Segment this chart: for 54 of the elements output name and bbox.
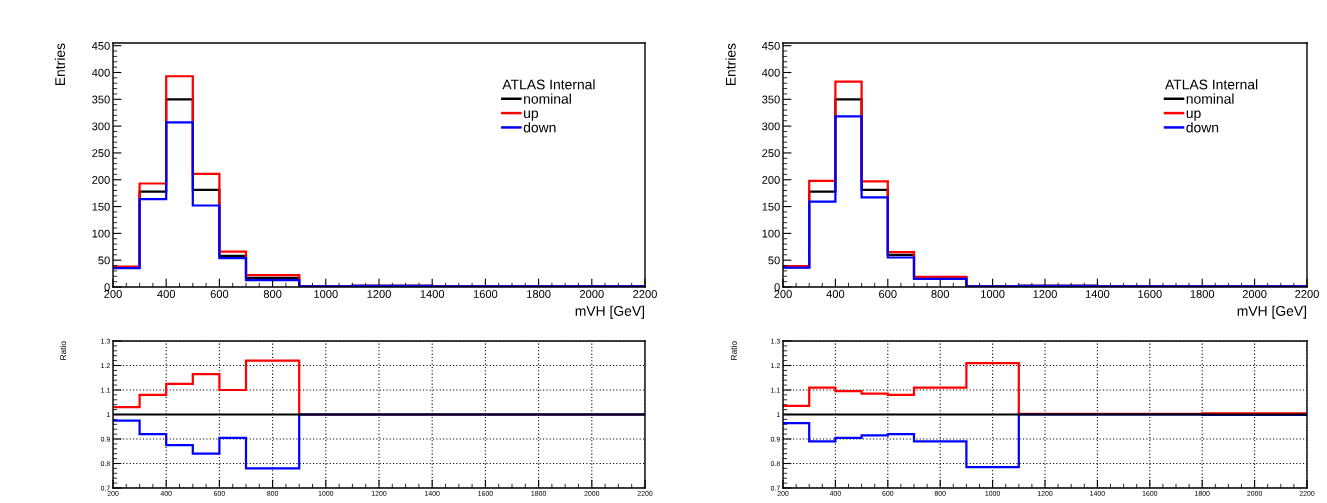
x-tick-label: 1200 bbox=[367, 290, 391, 298]
y-tick-label: 400 bbox=[761, 68, 780, 77]
x-tick-label: 1000 bbox=[981, 290, 1005, 298]
legend-label: down bbox=[523, 122, 556, 133]
x-axis-title: mVH [GeV] bbox=[575, 305, 645, 319]
y-tick-label: 450 bbox=[761, 41, 780, 50]
y-tick-label: 50 bbox=[98, 256, 110, 265]
x-tick-label: 1200 bbox=[1033, 290, 1057, 298]
y-tick-label: 300 bbox=[762, 122, 780, 131]
legend-label: up bbox=[1186, 110, 1201, 121]
x-tick-label: 800 bbox=[263, 290, 282, 298]
legend-title: ATLAS Internal bbox=[1165, 79, 1258, 90]
x-tick-label: 1800 bbox=[1190, 290, 1215, 298]
x-axis-title: mVH [GeV] bbox=[1237, 305, 1307, 319]
x-tick-label: 1000 bbox=[314, 290, 338, 298]
y-tick-label: 250 bbox=[92, 149, 110, 158]
x-tick-label: 2000 bbox=[1242, 290, 1267, 298]
y-tick-label: 450 bbox=[91, 41, 110, 50]
y-tick-label: 200 bbox=[762, 176, 780, 184]
legend-label: up bbox=[524, 110, 539, 121]
y-tick-label: 350 bbox=[762, 95, 780, 104]
x-tick-label: 1400 bbox=[1085, 290, 1110, 298]
legend-label: nominal bbox=[1186, 93, 1234, 104]
y-axis-title: Ratio bbox=[60, 341, 67, 360]
x-tick-label: 400 bbox=[826, 290, 845, 298]
x-tick-label: 1600 bbox=[473, 290, 498, 298]
legend-title: ATLAS Internal bbox=[502, 79, 595, 90]
legend-label: nominal bbox=[524, 93, 571, 104]
y-tick-label: 100 bbox=[92, 229, 110, 238]
y-axis-title: Ratio bbox=[730, 341, 737, 360]
y-tick-label: 250 bbox=[762, 149, 780, 158]
y-tick-label: 150 bbox=[92, 202, 110, 211]
y-tick-label: 400 bbox=[91, 68, 110, 77]
y-tick-label: 350 bbox=[92, 95, 110, 104]
x-tick-label: 400 bbox=[157, 290, 176, 298]
y-tick-label: 50 bbox=[768, 256, 780, 265]
y-tick-label: 0 bbox=[104, 283, 110, 292]
y-axis-title: Entries bbox=[54, 43, 66, 86]
y-tick-label: 300 bbox=[92, 122, 110, 131]
x-tick-label: 800 bbox=[931, 290, 950, 298]
x-tick-label: 600 bbox=[210, 290, 229, 298]
y-tick-label: 200 bbox=[92, 176, 110, 184]
x-tick-label: 600 bbox=[879, 290, 897, 298]
x-tick-label: 2200 bbox=[1295, 290, 1319, 298]
x-tick-label: 2200 bbox=[633, 290, 657, 298]
x-tick-label: 2000 bbox=[580, 290, 604, 298]
x-tick-label: 1600 bbox=[1138, 290, 1162, 298]
legend-label: down bbox=[1186, 122, 1219, 133]
y-tick-label: 0 bbox=[774, 283, 780, 292]
y-tick-label: 150 bbox=[762, 202, 780, 211]
x-tick-label: 1400 bbox=[420, 290, 445, 298]
x-tick-label: 1800 bbox=[527, 290, 551, 298]
y-tick-label: 100 bbox=[762, 229, 780, 238]
y-axis-title: Entries bbox=[725, 43, 736, 86]
